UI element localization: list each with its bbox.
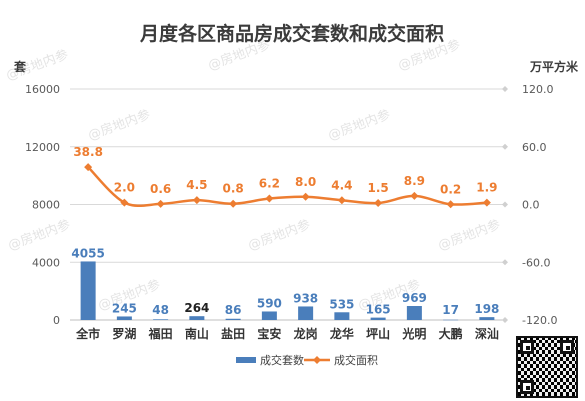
bar	[298, 306, 314, 320]
line-series	[84, 163, 491, 209]
bar	[116, 316, 132, 320]
watermarks: @房地内参 @房地内参 @房地内参@房地内参 @房地内参@房地内参 @房地内参 @房地内参…	[4, 36, 503, 313]
left-tick-label: 16000	[25, 83, 60, 96]
qr-code	[516, 336, 578, 398]
bar-value-label: 590	[257, 296, 282, 310]
category-label: 罗湖	[112, 326, 136, 341]
category-label: 龙岗	[294, 326, 318, 341]
category-label: 深汕	[475, 326, 499, 341]
line-point	[229, 199, 238, 208]
chart-title: 月度各区商品房成交套数和成交面积	[139, 22, 444, 45]
bar	[406, 306, 422, 320]
line-value-label: 6.2	[259, 177, 280, 191]
line-data-labels: 38.8 2.0 0.6 4.5 0.8 6.2 8.0 4.4 1.5 8.9 0.2 1.9	[73, 145, 497, 196]
line-point	[482, 198, 491, 207]
bar	[261, 311, 277, 320]
right-tick-label: 60.0	[522, 141, 547, 154]
bar-value-label: 969	[402, 291, 427, 305]
line-value-label: 2.0	[114, 181, 135, 195]
line-point	[374, 199, 383, 208]
bar-value-label: 86	[225, 303, 242, 317]
x-axis-categories: 全市 罗湖 福田 南山 盐田 宝安 龙岗 龙华 坪山 光明 大鹏 深汕	[75, 326, 499, 341]
bar	[225, 318, 241, 320]
category-label: 光明	[401, 326, 426, 341]
line-value-label: 1.9	[476, 181, 497, 195]
watermark-text: @房地内参	[246, 216, 313, 253]
line-point	[410, 191, 419, 200]
right-tick-marker	[502, 143, 508, 150]
watermark-text: @房地内参	[86, 106, 153, 143]
left-tick-label: 8000	[32, 199, 60, 212]
bar	[153, 319, 169, 320]
right-tick-label: -120.0	[522, 314, 557, 327]
right-tick-label: -60.0	[522, 256, 550, 269]
bar	[80, 261, 96, 320]
line-point	[265, 194, 274, 203]
line-point	[84, 163, 93, 172]
right-tick-marker	[502, 201, 508, 208]
bar	[189, 316, 205, 320]
line-point	[192, 196, 201, 205]
right-tick-label: 0.0	[522, 199, 540, 212]
line-path	[87, 166, 487, 208]
line-value-label: 1.5	[367, 181, 388, 195]
bar-series	[80, 261, 495, 321]
category-label: 龙华	[330, 326, 354, 341]
left-tick-label: 12000	[25, 141, 60, 154]
line-point	[120, 198, 129, 207]
right-tick-label: 120.0	[522, 83, 554, 96]
left-tick-label: 0	[53, 314, 60, 327]
legend-bar-swatch	[236, 357, 256, 363]
bar-data-labels: 4055 245 48 264 86 590 938 535 165 969 17 198	[71, 246, 499, 317]
category-label: 大鹏	[439, 326, 463, 341]
line-value-label: 4.4	[331, 178, 352, 192]
line-value-label: 0.6	[150, 182, 171, 196]
line-point	[337, 196, 346, 205]
category-label: 宝安	[257, 326, 281, 341]
line-point	[446, 200, 455, 209]
left-axis-unit: 套	[13, 59, 27, 74]
right-axis-unit: 万平方米	[529, 59, 579, 74]
category-label: 福田	[148, 326, 173, 341]
watermark-text: @房地内参	[436, 216, 503, 253]
legend-line-label: 成交面积	[334, 353, 378, 367]
bar-value-label: 264	[184, 301, 209, 315]
right-tick-marker	[502, 86, 508, 92]
left-tick-label: 4000	[32, 256, 60, 269]
category-label: 南山	[185, 326, 209, 341]
line-point	[156, 199, 165, 208]
bar-value-label: 535	[329, 297, 354, 311]
bar-value-label: 165	[366, 303, 391, 317]
legend-bar-label: 成交套数	[260, 353, 304, 367]
right-tick-marker	[502, 259, 508, 266]
watermark-text: @房地内参	[6, 216, 73, 253]
bar	[443, 319, 459, 321]
bar-value-label: 17	[442, 303, 459, 317]
bar-value-label: 198	[474, 302, 499, 316]
bar-value-label: 938	[293, 291, 318, 305]
right-axis-ticks: -120.0 -60.0 0.0 60.0 120.0	[502, 83, 557, 327]
bar-value-label: 48	[152, 303, 169, 317]
line-value-label: 0.8	[222, 182, 243, 196]
line-value-label: 38.8	[73, 145, 103, 159]
legend: 成交套数 成交面积	[236, 353, 378, 367]
line-value-label: 8.0	[295, 175, 316, 189]
bar-value-label: 245	[112, 301, 137, 315]
bar-value-label: 4055	[71, 246, 104, 260]
watermark-text: @房地内参	[326, 106, 393, 143]
line-value-label: 4.5	[186, 178, 207, 192]
bar	[334, 312, 350, 320]
category-label: 全市	[75, 326, 100, 341]
line-value-label: 0.2	[440, 182, 461, 196]
category-label: 坪山	[366, 326, 390, 341]
legend-line-marker	[313, 356, 321, 364]
left-axis-ticks: 0 4000 8000 12000 16000	[25, 83, 60, 327]
line-point	[301, 192, 310, 201]
category-label: 盐田	[221, 326, 245, 341]
right-tick-marker	[502, 317, 508, 323]
line-value-label: 8.9	[404, 174, 425, 188]
bar	[370, 317, 386, 320]
bar	[479, 317, 495, 320]
